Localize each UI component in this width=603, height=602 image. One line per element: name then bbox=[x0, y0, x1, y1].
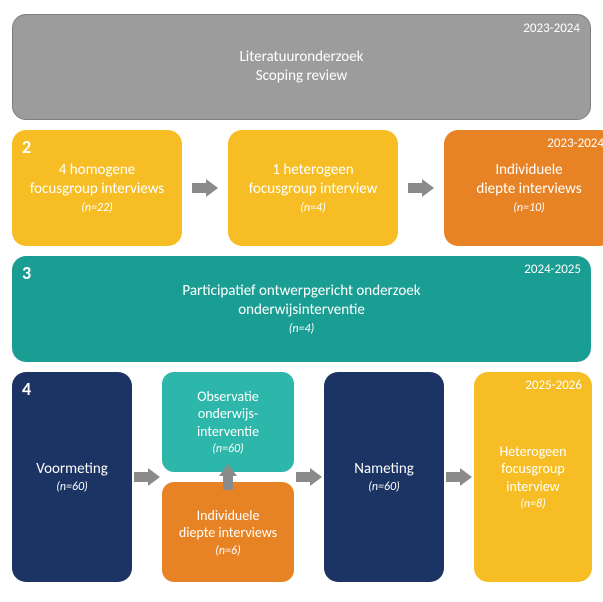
phase4-observatie-title: Observatie onderwijs- interventie bbox=[197, 388, 259, 441]
arrow-right-icon bbox=[296, 468, 322, 486]
phase1-box: 2023-2024 Literatuuronderzoek Scoping re… bbox=[12, 14, 591, 120]
phase4-heterogeen-title: Heterogeen focusgroup interview bbox=[500, 443, 567, 496]
phase2-year: 2023-2024 bbox=[547, 136, 603, 151]
phase2-number: 2 bbox=[22, 136, 31, 158]
phase4-nameting-title: Nameting bbox=[354, 460, 414, 479]
obs-l1: Observatie bbox=[197, 388, 258, 405]
phase4-individuele-sub: (n=6) bbox=[215, 544, 241, 558]
phase3-number: 3 bbox=[22, 262, 31, 284]
phase4-heterogeen-box: 2025-2026 Heterogeen focusgroup intervie… bbox=[474, 372, 592, 582]
phase2-box0-l2: focusgroup interviews bbox=[30, 180, 164, 198]
het-l2: focusgroup bbox=[501, 460, 564, 477]
phase4-individuele-box: Individuele diepte interviews (n=6) bbox=[162, 482, 294, 582]
phase3-title: Participatief ontwerpgericht onderzoek o… bbox=[182, 282, 420, 320]
het-l1: Heterogeen bbox=[500, 443, 567, 460]
phase4-voormeting-title: Voormeting bbox=[36, 460, 108, 479]
phase4-year: 2025-2026 bbox=[525, 378, 582, 393]
arrow-right-icon bbox=[134, 468, 160, 486]
phase4-voormeting-box: 4 Voormeting (n=60) bbox=[12, 372, 132, 582]
het-l3: interview bbox=[506, 478, 559, 495]
phase4-voormeting-sub: (n=60) bbox=[56, 480, 88, 494]
phase1-title-line2: Scoping review bbox=[256, 67, 347, 85]
phase4-observatie-sub: (n=60) bbox=[212, 442, 244, 456]
phase2-box-heterogeen: 1 heterogeen focusgroup interview (n=4) bbox=[228, 130, 398, 246]
phase2-box2-l1: Individuele bbox=[495, 161, 562, 179]
phase3-box: 3 2024-2025 Participatief ontwerpgericht… bbox=[12, 256, 591, 362]
ind-l1: Individuele bbox=[197, 507, 260, 524]
phase1-year: 2023-2024 bbox=[523, 21, 580, 36]
phase3-sub: (n=4) bbox=[289, 322, 315, 336]
arrow-right-icon bbox=[408, 130, 434, 246]
obs-l3: interventie bbox=[197, 423, 259, 440]
phase4-nameting-sub: (n=60) bbox=[368, 480, 400, 494]
phase2-box1-title: 1 heterogeen focusgroup interview bbox=[249, 161, 378, 199]
ind-l2: diepte interviews bbox=[179, 524, 277, 541]
arrow-right-icon bbox=[446, 468, 472, 486]
phase2-box2-sub: (n=10) bbox=[513, 201, 545, 215]
obs-l2: onderwijs- bbox=[198, 405, 258, 422]
phase4-heterogeen-sub: (n=8) bbox=[520, 497, 546, 511]
arrow-up-icon bbox=[219, 472, 237, 482]
phase2-box1-sub: (n=4) bbox=[300, 201, 326, 215]
phase4-number: 4 bbox=[22, 378, 31, 400]
arrow-right-icon bbox=[192, 130, 218, 246]
phase2-box0-title: 4 homogene focusgroup interviews bbox=[30, 161, 164, 199]
phase2-box1-l1: 1 heterogeen bbox=[272, 161, 353, 179]
phase4-nameting-box: Nameting (n=60) bbox=[324, 372, 444, 582]
phase3-year: 2024-2025 bbox=[524, 262, 581, 277]
phase2-box-individuele: 2023-2024 Individuele diepte interviews … bbox=[444, 130, 603, 246]
phase2-box2-l2: diepte interviews bbox=[476, 180, 581, 198]
phase2-box-homogene: 2 4 homogene focusgroup interviews (n=22… bbox=[12, 130, 182, 246]
phase2-box2-title: Individuele diepte interviews bbox=[476, 161, 581, 199]
phase2-box1-l2: focusgroup interview bbox=[249, 180, 378, 198]
phase4-observatie-box: Observatie onderwijs- interventie (n=60) bbox=[162, 372, 294, 472]
phase3-title-l2: onderwijsinterventie bbox=[238, 301, 365, 319]
phase2-box0-l1: 4 homogene bbox=[59, 161, 135, 179]
phase4-individuele-title: Individuele diepte interviews bbox=[179, 507, 277, 542]
phase1-title-line1: Literatuuronderzoek bbox=[240, 48, 364, 66]
phase3-title-l1: Participatief ontwerpgericht onderzoek bbox=[182, 282, 420, 300]
phase1-title: Literatuuronderzoek Scoping review bbox=[240, 48, 364, 86]
phase2-box0-sub: (n=22) bbox=[81, 201, 113, 215]
